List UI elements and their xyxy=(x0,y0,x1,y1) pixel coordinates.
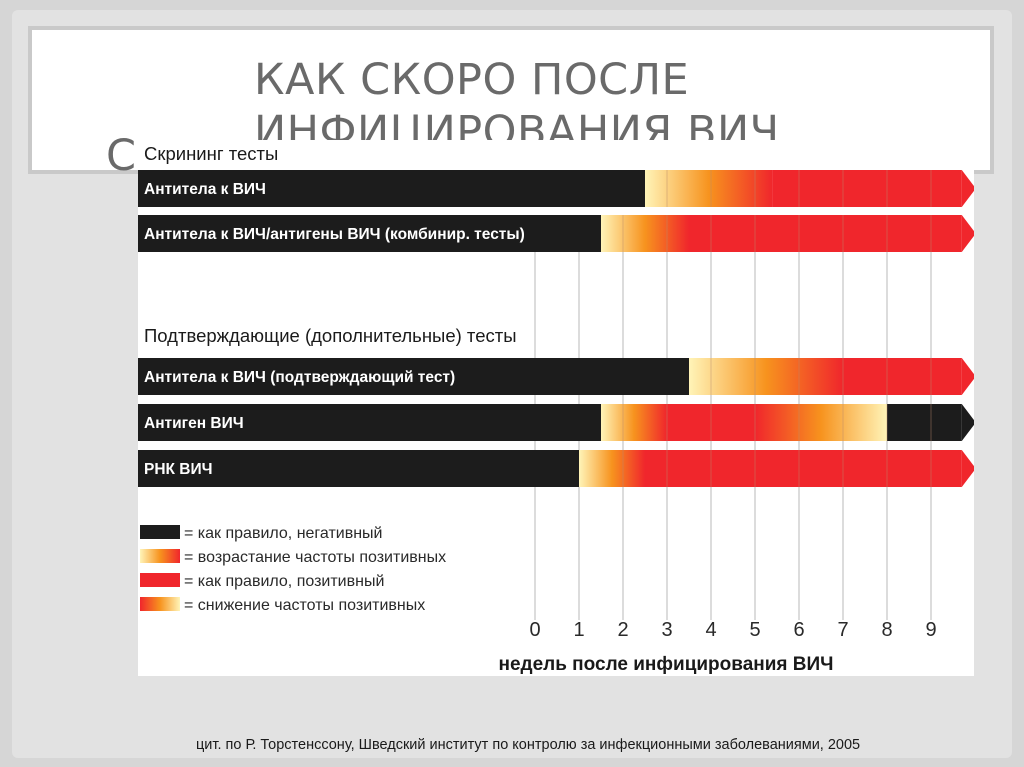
legend-swatch-positive xyxy=(140,573,180,587)
row-2-1-label: Антитела к ВИЧ (подтверждающий тест) xyxy=(144,369,455,386)
x-tick-label-9: 9 xyxy=(925,619,936,641)
x-tick-label-7: 7 xyxy=(837,619,848,641)
x-tick-label-1: 1 xyxy=(573,619,584,641)
x-tick-label-3: 3 xyxy=(661,619,672,641)
legend-swatch-rising xyxy=(140,549,180,563)
legend-label-declining: = снижение частоты позитивных xyxy=(184,597,425,614)
row-2-3-positive-bar xyxy=(645,450,962,487)
slide-title-overflow: С xyxy=(106,131,137,181)
legend-swatch-negative xyxy=(140,525,180,539)
x-tick-label-5: 5 xyxy=(749,619,760,641)
row-2-1-positive-bar xyxy=(843,358,962,395)
row-2-3-rising-bar xyxy=(579,450,645,487)
row-1-1-arrow-tip xyxy=(961,170,974,207)
row-2-3-label: РНК ВИЧ xyxy=(144,461,213,478)
row-2-2-arrow-tip xyxy=(961,404,974,441)
row-1-2-negative-bar xyxy=(138,215,601,252)
x-axis-label: недель после инфицирования ВИЧ xyxy=(498,654,833,675)
x-tick-label-6: 6 xyxy=(793,619,804,641)
x-tick-label-0: 0 xyxy=(529,619,540,641)
row-1-1-negative-bar xyxy=(138,170,645,207)
row-2-3-negative-bar xyxy=(138,450,579,487)
row-1-1-label: Антитела к ВИЧ xyxy=(144,181,266,198)
row-1-2-label: Антитела к ВИЧ/антигены ВИЧ (комбинир. т… xyxy=(144,226,525,243)
legend-label-positive: = как правило, позитивный xyxy=(184,573,384,590)
legend-label-negative: = как правило, негативный xyxy=(184,525,383,542)
legend-swatch-declining xyxy=(140,597,180,611)
row-2-2-positive-bar xyxy=(667,404,755,441)
seroconversion-chart: Скрининг тесты Антитела к ВИЧ Антитела к В… xyxy=(138,143,974,675)
row-2-3-arrow-tip xyxy=(961,450,974,487)
row-1-2-arrow-tip xyxy=(961,215,974,252)
row-1-1-positive-bar xyxy=(772,170,962,207)
row-2-1-arrow-tip xyxy=(961,358,974,395)
row-2-1-negative-bar xyxy=(138,358,689,395)
row-2-2-negative-bar xyxy=(138,404,601,441)
x-tick-label-8: 8 xyxy=(881,619,892,641)
legend-label-rising: = возрастание частоты позитивных xyxy=(184,549,446,566)
row-2-2-label: Антиген ВИЧ xyxy=(144,415,244,432)
row-1-2-positive-bar xyxy=(689,215,962,252)
slide-title-line1: КАК СКОРО ПОСЛЕ xyxy=(254,55,690,105)
row-2-2-rising-bar xyxy=(601,404,667,441)
row-1-2-rising-bar xyxy=(601,215,689,252)
row-1-1-rising-bar xyxy=(645,170,773,207)
row-2-1-rising-bar xyxy=(689,358,843,395)
group-title-1: Скрининг тесты xyxy=(144,143,278,164)
x-tick-label-4: 4 xyxy=(705,619,716,641)
row-2-2-declining-bar xyxy=(755,404,887,441)
row-2-2-trailing-negative-bar xyxy=(887,404,962,441)
group-title-2: Подтверждающие (дополнительные) тесты xyxy=(144,325,517,346)
x-tick-label-2: 2 xyxy=(617,619,628,641)
citation-text: цит. по Р. Торстенссону, Шведский инстит… xyxy=(196,737,861,753)
